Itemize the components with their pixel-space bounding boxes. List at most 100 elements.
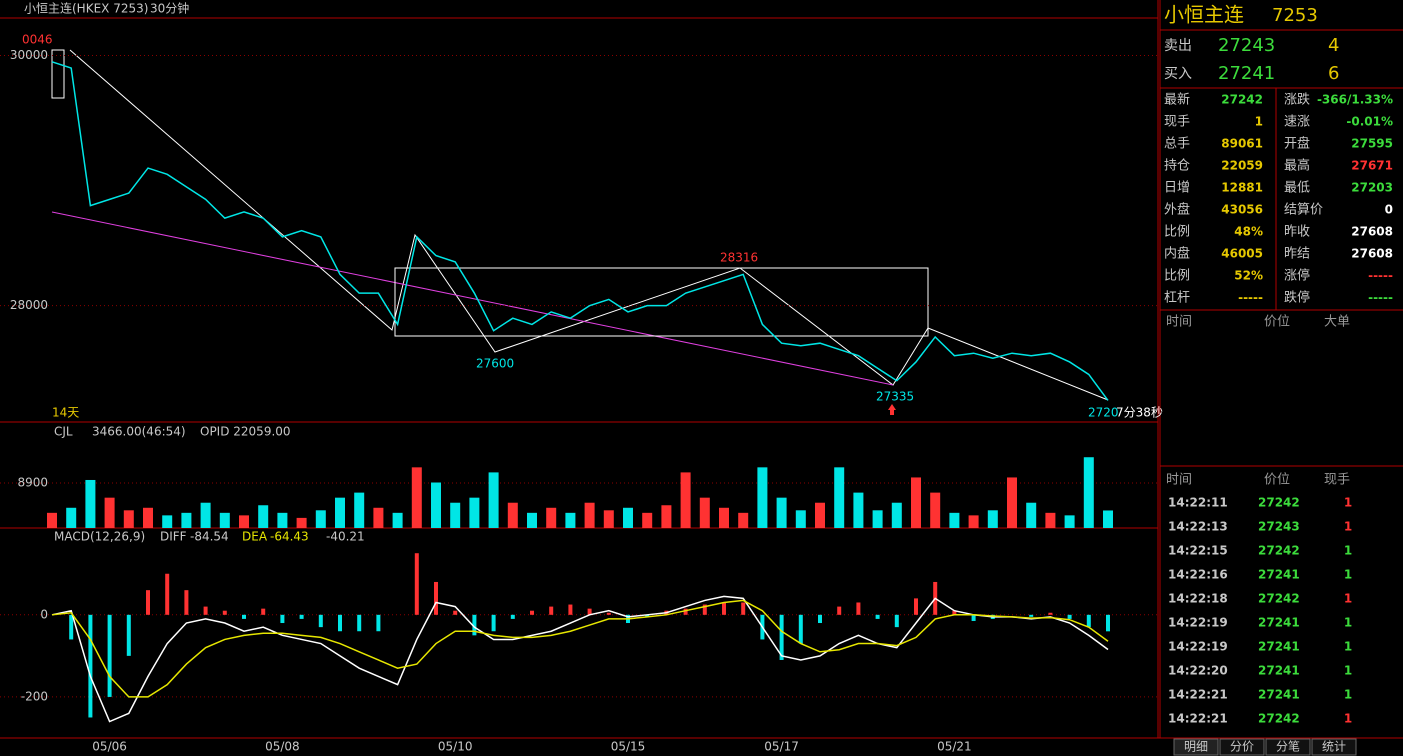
tick-time: 14:22:19 [1168,616,1228,630]
tick-qty: 1 [1344,712,1352,726]
volume-bar [738,512,749,528]
quote-value: 22059 [1221,159,1263,173]
order-price: 27241 [1218,63,1275,84]
indicator-name[interactable]: CJL [54,425,73,439]
volume-bar [431,482,441,528]
volume-bar [296,517,307,528]
macd-bar [338,614,342,632]
quote-value: 1 [1255,115,1263,129]
volume-bar [488,472,499,528]
tick-qty: 1 [1344,568,1352,582]
quote-value: 27671 [1351,159,1393,173]
volume-bar [930,492,941,528]
indicator-value: OPID 22059.00 [200,425,291,439]
volume-bar [911,477,921,528]
macd-bar [875,614,880,619]
indicator-value: 3466.00(46:54) [92,425,186,439]
tab-label[interactable]: 明细 [1184,740,1208,754]
tick-qty: 1 [1344,592,1352,606]
volume-bar [680,472,691,528]
macd-bar [107,614,112,697]
macd-bar [453,610,458,615]
volume-bar [450,502,461,528]
volume-bar [968,515,979,528]
macd-bar [914,598,918,615]
tick-price: 27241 [1258,640,1300,654]
annotation: 14天 [52,406,79,420]
tab[interactable] [1173,738,1219,756]
volume-bar [373,507,384,528]
tick-qty: 1 [1344,520,1352,534]
volume-bar [1103,510,1113,528]
macd-bar [779,614,784,660]
quote-label: 开盘 [1284,136,1310,152]
tick-time: 14:22:21 [1168,688,1228,702]
quote-label: 跌停 [1284,290,1310,306]
indicator-label: DIFF [160,530,187,544]
macd-bar [299,614,304,619]
macd-bar [165,573,170,615]
annotation: 27600 [476,357,514,371]
tick-qty: 1 [1344,544,1352,558]
macd-bar [894,614,899,628]
tick-time: 14:22:13 [1168,520,1228,534]
quote-value: 27608 [1351,247,1393,261]
quote-label: 涨停 [1284,268,1310,284]
quote-label: 昨收 [1284,225,1310,240]
tab[interactable] [1265,738,1311,756]
quote-value: 27242 [1221,93,1263,107]
tick-price: 27241 [1258,688,1300,702]
tab-label[interactable]: 分价 [1230,740,1254,754]
volume-bar [469,497,480,528]
macd-bar [184,590,189,615]
indicator-value: -84.54 [190,530,229,544]
tab-label[interactable]: 统计 [1322,740,1346,754]
tick-time: 14:22:19 [1168,640,1228,654]
tab[interactable] [1219,738,1265,756]
volume-bar [661,505,672,528]
macd-bar [69,614,74,640]
tick-time: 14:22:20 [1168,664,1228,678]
diff-line [51,595,1109,723]
quote-label: 昨结 [1284,247,1310,262]
volume-bar [623,507,633,528]
macd-bar [702,604,707,615]
x-tick-label: 05/21 [937,740,972,754]
tick-price: 27242 [1258,496,1300,510]
tick-price: 27241 [1258,616,1300,630]
period-selector[interactable]: 30分钟 [150,1,189,16]
annotation: 27335 [876,390,914,404]
volume-bar [411,467,422,528]
indicator-name[interactable]: MACD(12,26,9) [54,530,145,544]
macd-bar [741,602,746,615]
volume-bar [258,505,269,528]
volume-bar [47,512,57,528]
macd-bar [1048,612,1053,615]
volume-bar [392,512,403,528]
tick-price: 27243 [1258,520,1300,534]
volume-bar [1007,477,1017,528]
contract-title[interactable]: 小恒主连(HKEX 7253) [24,1,148,16]
tab[interactable] [1311,738,1357,756]
order-qty: 6 [1328,63,1339,84]
volume-bar [335,497,345,528]
y-tick-label: 28000 [10,298,48,312]
quote-label: 最新 [1164,92,1190,108]
tick-time: 14:22:15 [1168,544,1228,558]
macd-bar [222,610,227,615]
macd-bar [1106,614,1110,632]
quote-value: 89061 [1221,137,1263,151]
macd-bar [1067,614,1072,619]
trend-line [69,49,1109,401]
macd-bar [587,608,592,615]
buy-arrow [888,404,896,410]
volume-bar [584,502,595,528]
order-price: 27243 [1218,35,1275,56]
quote-value: ----- [1368,269,1393,283]
tab-label[interactable]: 分笔 [1276,739,1300,754]
annotation: 2720 [1088,406,1119,420]
contract-name: 小恒主连 [1164,3,1244,27]
column-header: 现手 [1324,473,1350,488]
quote-label: 结算价 [1284,203,1323,218]
